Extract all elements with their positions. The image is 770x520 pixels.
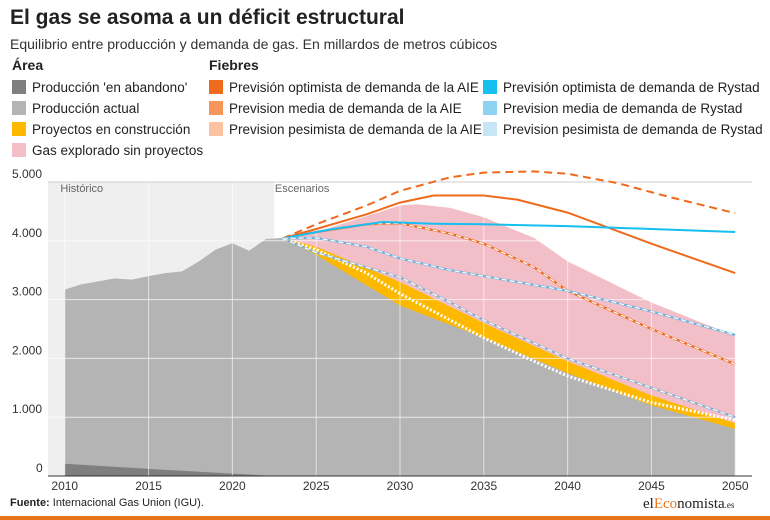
legend-label: Prevision pesimista de demanda de Rystad	[503, 121, 763, 137]
line-rystad-pesimista	[282, 237, 736, 418]
y-tick-label: 4.000	[12, 226, 42, 240]
brand-logo: elEconomista.es	[643, 496, 734, 513]
legend-swatch	[209, 80, 223, 94]
x-tick-label: 2020	[219, 479, 246, 493]
legend-area-item: Proyectos en construcción	[12, 119, 203, 139]
brand-tld: .es	[724, 500, 735, 510]
chart-title: El gas se asoma a un déficit estructural	[10, 6, 405, 29]
line-rystad-media	[282, 237, 736, 336]
legend-fiebres-item: Prevision pesimista de demanda de Rystad	[483, 119, 763, 139]
area-abandono	[64, 463, 275, 476]
chart-annotation: Histórico	[60, 183, 103, 195]
x-tick-label: 2025	[303, 479, 330, 493]
x-tick-label: 2040	[554, 479, 581, 493]
legend-label: Proyectos en construcción	[32, 121, 191, 137]
source-text: Internacional Gas Union (IGU).	[52, 497, 204, 509]
legend-swatch	[483, 80, 497, 94]
legend-fiebres-item: Prevision pesimista de demanda de la AIE	[209, 119, 482, 139]
y-tick-label: 5.000	[12, 167, 42, 181]
legend-area: Área Producción 'en abandono' Producción …	[12, 56, 203, 161]
legend-fiebres-rystad: Previsión optimista de demanda de Rystad…	[483, 77, 763, 140]
chart-annotation: Escenarios	[275, 183, 330, 195]
y-tick-label: 0	[36, 461, 43, 475]
legend-fiebres-item: Previsión optimista de demanda de Rystad	[483, 77, 763, 97]
x-tick-label: 2030	[387, 479, 414, 493]
legend-fiebres: Fiebres Previsión optimista de demanda d…	[209, 56, 482, 140]
legend-swatch	[209, 101, 223, 115]
legend-area-item: Producción 'en abandono'	[12, 77, 203, 97]
line-rystad-optimista	[282, 220, 736, 240]
legend-swatch	[12, 143, 26, 157]
chart-subtitle: Equilibrio entre producción y demanda de…	[10, 36, 498, 52]
legend-label: Prevision media de demanda de Rystad	[503, 100, 743, 116]
y-tick-label: 1.000	[12, 402, 42, 416]
x-tick-label: 2035	[470, 479, 497, 493]
source-note: Fuente: Internacional Gas Union (IGU).	[10, 497, 204, 509]
legend-fiebres-item: Previsión optimista de demanda de la AIE	[209, 77, 482, 97]
legend-swatch	[12, 122, 26, 136]
legend-label: Producción actual	[32, 100, 140, 116]
legend-label: Gas explorado sin proyectos	[32, 142, 204, 158]
legend-swatch	[12, 101, 26, 115]
bottom-accent-bar	[0, 516, 770, 520]
x-tick-label: 2045	[638, 479, 665, 493]
legend-fiebres-item: Prevision media de demanda de la AIE	[209, 98, 482, 118]
legend-label: Producción 'en abandono'	[32, 79, 188, 95]
legend-swatch	[12, 80, 26, 94]
line-aie-pesimista	[282, 236, 736, 422]
x-tick-label: 2050	[722, 479, 749, 493]
brand-prefix: el	[643, 496, 654, 512]
legend-label: Prevision pesimista de demanda de la AIE	[229, 121, 482, 137]
y-tick-label: 3.000	[12, 285, 42, 299]
y-tick-label: 2.000	[12, 343, 42, 357]
legend-fiebres-heading: Fiebres	[209, 57, 259, 73]
legend-fiebres-item: Prevision media de demanda de Rystad	[483, 98, 763, 118]
line-aie-optimista-dashed	[282, 170, 736, 240]
legend-label: Previsión optimista de demanda de la AIE	[229, 79, 479, 95]
legend-label: Previsión optimista de demanda de Rystad	[503, 79, 760, 95]
x-tick-label: 2015	[135, 479, 162, 493]
brand-accent: Eco	[653, 496, 678, 512]
x-tick-label: 2010	[51, 479, 78, 493]
brand-suffix: nomista	[677, 496, 725, 512]
source-label: Fuente:	[10, 497, 50, 509]
legend-swatch	[483, 101, 497, 115]
legend-swatch	[483, 122, 497, 136]
legend-area-item: Producción actual	[12, 98, 203, 118]
legend-swatch	[209, 122, 223, 136]
legend-area-item: Gas explorado sin proyectos	[12, 140, 203, 160]
legend-area-heading: Área	[12, 57, 44, 73]
legend-label: Prevision media de demanda de la AIE	[229, 100, 462, 116]
